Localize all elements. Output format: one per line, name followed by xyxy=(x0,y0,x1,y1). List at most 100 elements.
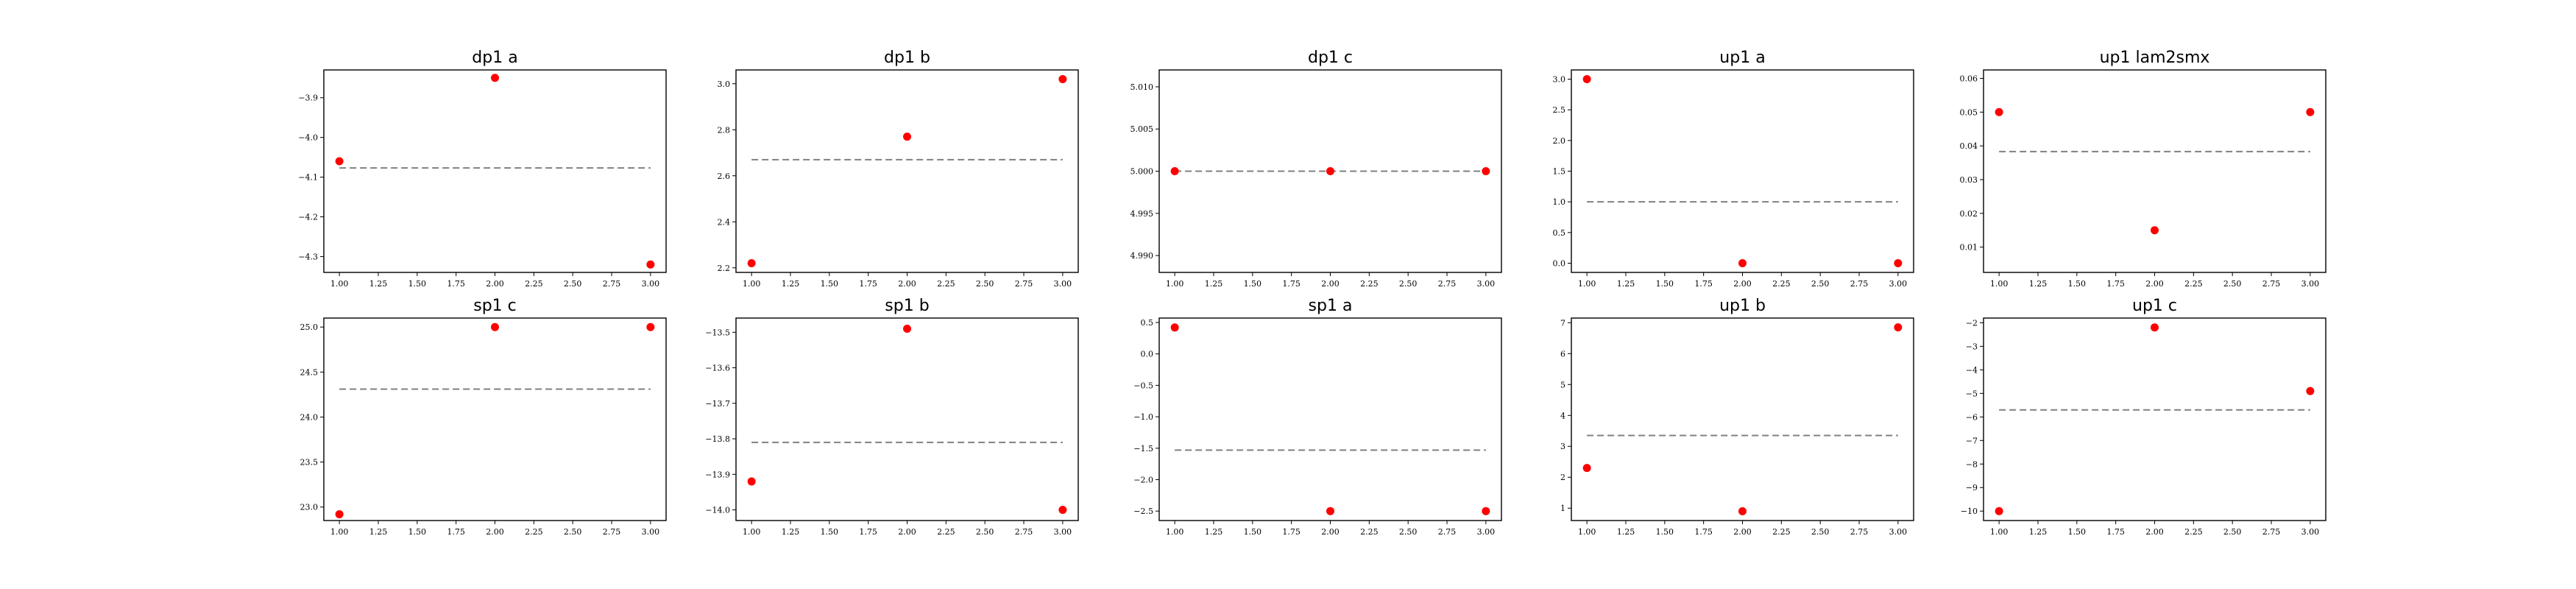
x-tick-label: 2.25 xyxy=(1360,527,1379,537)
data-point xyxy=(1582,464,1591,473)
x-tick-label: 1.75 xyxy=(2106,279,2125,289)
y-tick-label: −6 xyxy=(1966,412,1978,422)
x-tick-label: 1.00 xyxy=(330,527,349,537)
x-tick-label: 2.75 xyxy=(1850,527,1869,537)
subplot: up1 a 1.00 1.25 1.50 1.75 2.00 2.25 2.50 2.75 3.0… xyxy=(1553,49,1914,289)
x-tick-label: 2.50 xyxy=(1399,527,1418,537)
y-tick-label: 2.8 xyxy=(718,125,731,135)
y-tick-label: 5.000 xyxy=(1130,167,1154,177)
y-tick-label: −1.0 xyxy=(1133,412,1153,422)
y-tick-label: −9 xyxy=(1966,483,1978,493)
x-tick-label: 2.25 xyxy=(2184,279,2203,289)
y-tick-label: 0.06 xyxy=(1960,74,1978,83)
data-point xyxy=(1894,259,1903,267)
plot-frame xyxy=(1571,69,1914,273)
x-tick-label: 2.50 xyxy=(1811,527,1830,537)
subplot: dp1 b 1.00 1.25 1.50 1.75 2.00 2.25 2.50 2.75 3.0… xyxy=(718,49,1079,289)
x-tick-label: 2.50 xyxy=(2223,279,2242,289)
y-tick-label: −3.9 xyxy=(298,94,318,103)
x-tick-label: 1.00 xyxy=(1166,527,1184,537)
x-tick-label: 1.75 xyxy=(1694,527,1713,537)
panel-title: up1 lam2smx xyxy=(2100,49,2210,67)
x-tick-label: 1.50 xyxy=(1244,527,1262,537)
y-tick-label: 6 xyxy=(1560,349,1565,359)
x-tick-label: 3.00 xyxy=(642,279,660,289)
data-point xyxy=(747,259,756,267)
x-tick-label: 1.50 xyxy=(2068,527,2087,537)
y-tick-label: 0.04 xyxy=(1960,141,1978,151)
x-tick-label: 2.75 xyxy=(2262,279,2281,289)
data-point xyxy=(903,133,911,141)
data-point xyxy=(646,322,655,331)
panel-title: up1 c xyxy=(2132,297,2177,315)
plot-frame xyxy=(735,317,1079,521)
panel-title: dp1 b xyxy=(884,49,930,67)
y-tick-label: −13.9 xyxy=(705,470,730,479)
x-tick-label: 1.00 xyxy=(1578,527,1596,537)
x-tick-label: 1.75 xyxy=(447,279,465,289)
y-tick-label: −13.8 xyxy=(705,434,730,444)
y-tick-label: −13.7 xyxy=(705,399,730,409)
x-tick-label: 1.75 xyxy=(2106,527,2125,537)
y-tick-label: −13.6 xyxy=(705,364,730,373)
data-point xyxy=(1894,323,1903,332)
x-tick-label: 2.75 xyxy=(1438,279,1457,289)
x-tick-label: 2.00 xyxy=(1733,279,1752,289)
y-tick-label: −4.0 xyxy=(298,133,318,143)
x-tick-label: 1.50 xyxy=(821,527,839,537)
y-tick-label: −4.2 xyxy=(298,213,318,222)
x-tick-label: 1.00 xyxy=(743,527,761,537)
x-tick-label: 1.25 xyxy=(782,279,800,289)
subplot: dp1 a 1.00 1.25 1.50 1.75 2.00 2.25 2.50 2.75 3.0… xyxy=(298,49,667,289)
y-tick-label: 0.5 xyxy=(1141,318,1154,328)
x-tick-label: 1.50 xyxy=(2068,279,2087,289)
x-tick-label: 1.00 xyxy=(1578,279,1596,289)
x-tick-label: 1.00 xyxy=(1990,527,2009,537)
x-tick-label: 2.25 xyxy=(1360,279,1379,289)
y-tick-label: 1 xyxy=(1560,504,1565,513)
x-tick-label: 1.25 xyxy=(2029,527,2048,537)
x-tick-label: 1.75 xyxy=(447,527,465,537)
x-tick-label: 3.00 xyxy=(1889,279,1908,289)
data-point xyxy=(1170,323,1179,332)
y-tick-label: 1.0 xyxy=(1553,197,1566,207)
y-tick-label: 0.5 xyxy=(1553,228,1566,238)
data-point xyxy=(1995,507,2003,515)
data-point xyxy=(1482,507,1490,515)
subplot: up1 c 1.00 1.25 1.50 1.75 2.00 2.25 2.50 2.75 3.0… xyxy=(1961,297,2326,537)
y-tick-label: 5.005 xyxy=(1130,124,1154,134)
y-tick-label: −5 xyxy=(1966,389,1978,398)
x-tick-label: 3.00 xyxy=(1889,527,1908,537)
y-tick-label: 0.01 xyxy=(1960,243,1978,253)
x-tick-label: 2.00 xyxy=(486,527,504,537)
panel-title: sp1 a xyxy=(1309,297,1353,315)
plot-frame xyxy=(1983,69,2326,273)
subplot: up1 lam2smx 1.00 1.25 1.50 1.75 2.00 2.25 2.50 2… xyxy=(1960,49,2326,289)
y-tick-label: 25.0 xyxy=(300,322,319,332)
x-tick-label: 2.75 xyxy=(603,527,621,537)
x-tick-label: 1.50 xyxy=(821,279,839,289)
x-tick-label: 2.00 xyxy=(898,527,916,537)
y-tick-label: 0.0 xyxy=(1553,259,1566,269)
x-tick-label: 2.75 xyxy=(2262,527,2281,537)
x-tick-label: 2.75 xyxy=(1015,527,1033,537)
y-tick-label: 23.0 xyxy=(300,503,319,512)
data-point xyxy=(1058,506,1067,515)
x-tick-label: 1.25 xyxy=(1205,527,1223,537)
x-tick-label: 1.50 xyxy=(1244,279,1262,289)
plot-frame xyxy=(1158,69,1502,273)
x-tick-label: 2.25 xyxy=(937,279,955,289)
y-tick-label: −13.5 xyxy=(705,328,730,337)
y-tick-label: 3.0 xyxy=(1553,75,1566,85)
y-tick-label: 5.010 xyxy=(1130,82,1154,92)
data-point xyxy=(491,74,499,82)
data-point xyxy=(2306,387,2315,395)
x-tick-label: 2.50 xyxy=(976,527,994,537)
x-tick-label: 1.75 xyxy=(1282,279,1301,289)
x-tick-label: 3.00 xyxy=(2301,279,2320,289)
y-tick-label: −8 xyxy=(1966,459,1978,469)
subplot: up1 b 1.00 1.25 1.50 1.75 2.00 2.25 2.50 2.75 3.0… xyxy=(1560,297,1914,537)
data-point xyxy=(1995,107,2003,116)
y-tick-label: 0.03 xyxy=(1960,175,1978,185)
